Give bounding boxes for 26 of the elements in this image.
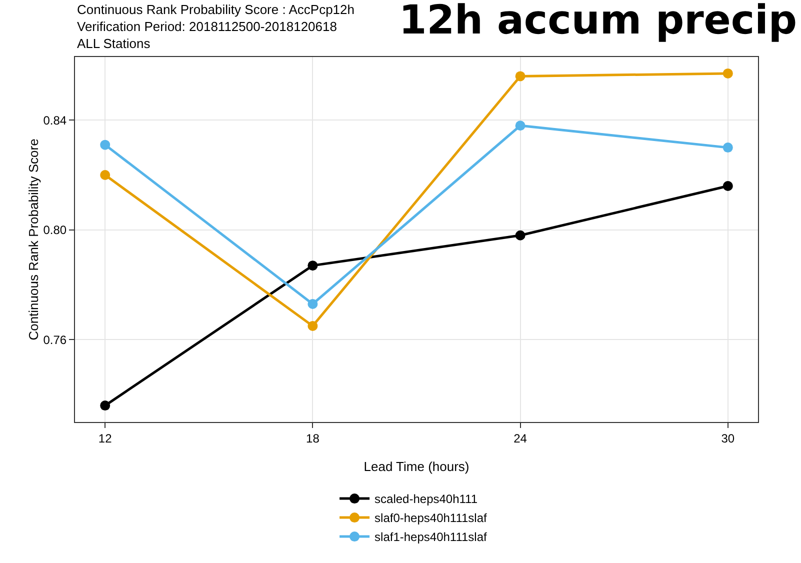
legend-label: scaled-heps40h111 <box>374 492 478 506</box>
y-axis-title: Continuous Rank Probability Score <box>26 138 42 340</box>
legend-label: slaf1-heps40h111slaf <box>374 530 488 544</box>
chart-title: 12h accum precip <box>398 0 797 44</box>
x-tick-label: 18 <box>306 431 320 446</box>
point <box>308 260 318 271</box>
point <box>308 298 318 309</box>
point <box>515 120 526 131</box>
point <box>100 400 110 411</box>
x-axis-title: Lead Time (hours) <box>364 459 470 474</box>
point <box>722 68 733 78</box>
legend-label: slaf0-heps40h111slaf <box>374 511 488 526</box>
chart-subtitle: Continuous Rank Probability Score : AccPcp12h Verification Period: 2018112500-2018120618 ALL Stations <box>77 2 354 51</box>
x-tick-label: 12 <box>98 431 112 446</box>
y-tick-label: 0.84 <box>43 113 67 128</box>
point <box>515 71 526 82</box>
point <box>100 170 110 180</box>
point <box>722 142 733 153</box>
x-tick-label: 30 <box>721 431 735 446</box>
point <box>100 140 110 150</box>
point <box>515 230 526 240</box>
y-tick-label: 0.80 <box>43 223 67 238</box>
y-tick-label: 0.76 <box>43 332 67 347</box>
point <box>308 320 318 331</box>
x-tick-label: 24 <box>514 431 528 446</box>
point <box>722 180 733 191</box>
